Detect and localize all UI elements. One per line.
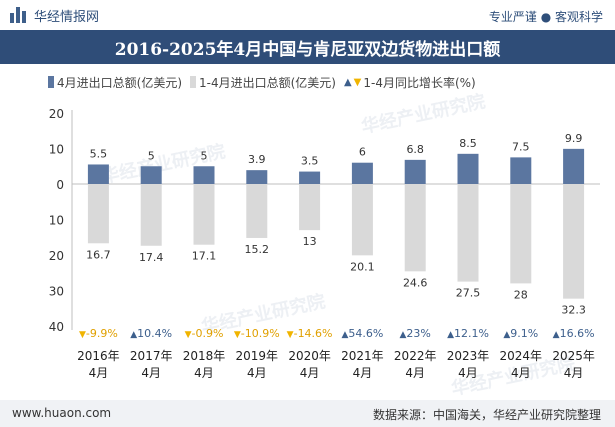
cumulative-bar <box>193 184 215 245</box>
monthly-value-label: 6 <box>359 146 366 159</box>
y-tick-label: 20 <box>49 249 64 263</box>
category-label: 2016年 4月 <box>77 349 120 380</box>
legend-swatch-cumulative <box>190 76 196 88</box>
cumulative-bar <box>563 184 585 299</box>
cumulative-value-label: 27.5 <box>456 287 481 300</box>
category-label: 2020年 4月 <box>288 349 331 380</box>
cumulative-bar <box>457 184 479 282</box>
y-tick-label: 10 <box>49 214 64 228</box>
cumulative-bar <box>510 184 532 284</box>
legend-item-growth: ▲ ▼ 1-4月同比增长率(%) <box>344 74 476 91</box>
category-label: 2025年 4月 <box>552 349 595 380</box>
cumulative-value-label: 28 <box>514 288 528 301</box>
monthly-value-label: 3.5 <box>301 155 319 168</box>
footer-source: 数据来源：中国海关，华经产业研究院整理 <box>372 408 601 422</box>
growth-rate-label: ▼-0.9% <box>185 327 224 340</box>
cumulative-bar <box>87 184 109 244</box>
growth-rate-label: ▲54.6% <box>341 327 383 340</box>
monthly-bar <box>351 162 373 184</box>
category-label: 2022年 4月 <box>394 349 437 380</box>
monthly-bar <box>563 148 585 184</box>
cumulative-value-label: 20.1 <box>350 260 375 273</box>
y-tick-label: 30 <box>49 285 64 299</box>
y-tick-label: 0 <box>56 178 64 192</box>
growth-rate-label: ▲10.4% <box>130 327 172 340</box>
monthly-bar <box>510 157 532 184</box>
y-tick-label: 40 <box>49 320 64 334</box>
cumulative-value-label: 16.7 <box>86 248 111 261</box>
cumulative-value-label: 17.4 <box>139 251 164 264</box>
legend-item-cumulative: 1-4月进出口总额(亿美元) <box>190 74 336 91</box>
category-label: 2023年 4月 <box>447 349 490 380</box>
monthly-bar <box>457 153 479 184</box>
top-bar: 华经情报网 专业严谨 ● 客观科学 <box>0 0 615 30</box>
slogan: 专业严谨 ● 客观科学 <box>488 10 603 24</box>
logo-text: 华经情报网 <box>34 9 100 25</box>
cumulative-bar <box>351 184 373 256</box>
monthly-bar <box>404 159 426 184</box>
category-label: 2018年 4月 <box>183 349 226 380</box>
title-bar: 2016-2025年4月中国与肯尼亚双边货物进出口额 <box>0 30 615 64</box>
category-label: 2017年 4月 <box>130 349 173 380</box>
cumulative-bar <box>299 184 321 231</box>
cumulative-value-label: 15.2 <box>245 243 270 256</box>
monthly-bar <box>246 170 268 184</box>
footer-url: www.huaon.com <box>12 406 112 420</box>
legend-label-growth: 1-4月同比增长率(%) <box>363 75 476 90</box>
growth-rate-label: ▲12.1% <box>447 327 489 340</box>
growth-rate-label: ▲16.6% <box>553 327 595 340</box>
cumulative-value-label: 24.6 <box>403 276 428 289</box>
growth-rate-label: ▲9.1% <box>503 327 538 340</box>
category-label: 2024年 4月 <box>500 349 543 380</box>
category-label: 2019年 4月 <box>236 349 279 380</box>
cumulative-bar <box>140 184 162 246</box>
cumulative-value-label: 13 <box>303 235 317 248</box>
growth-rate-label: ▼-10.9% <box>234 327 280 340</box>
monthly-value-label: 6.8 <box>406 143 424 156</box>
monthly-bar <box>299 171 321 184</box>
cumulative-value-label: 32.3 <box>561 304 586 317</box>
monthly-value-label: 7.5 <box>512 140 530 153</box>
category-label: 2021年 4月 <box>341 349 384 380</box>
cumulative-bar <box>404 184 426 272</box>
legend-swatch-monthly <box>48 76 54 88</box>
legend-label-cumulative: 1-4月进出口总额(亿美元) <box>199 75 336 90</box>
bar-chart-icon <box>10 7 28 23</box>
legend-label-monthly: 4月进出口总额(亿美元) <box>57 75 182 90</box>
cumulative-value-label: 17.1 <box>192 250 217 263</box>
chart-title: 2016-2025年4月中国与肯尼亚双边货物进出口额 <box>114 39 501 60</box>
monthly-value-label: 8.5 <box>459 137 477 150</box>
growth-rate-label: ▲23% <box>400 327 431 340</box>
chart-canvas: 20 10 0 10 20 30 40 16.7 5.5 ▼-9.9% 2016年 4月 17.4 5 ▲1… <box>49 107 600 380</box>
legend: 4月进出口总额(亿美元) 1-4月进出口总额(亿美元) ▲ ▼ 1-4月同比增长… <box>0 72 615 92</box>
up-triangle-icon: ▲ <box>343 76 352 88</box>
logo: 华经情报网 <box>10 6 100 25</box>
monthly-bar <box>140 166 162 184</box>
y-tick-label: 10 <box>49 143 64 157</box>
monthly-value-label: 3.9 <box>248 153 266 166</box>
down-triangle-icon: ▼ <box>353 76 362 88</box>
monthly-value-label: 9.9 <box>565 132 583 145</box>
cumulative-bar <box>246 184 268 238</box>
monthly-bar <box>193 166 215 184</box>
growth-rate-label: ▼-9.9% <box>79 327 118 340</box>
y-tick-label: 20 <box>49 107 64 121</box>
legend-item-monthly: 4月进出口总额(亿美元) <box>48 74 182 91</box>
footer: www.huaon.com 数据来源：中国海关，华经产业研究院整理 <box>0 400 615 427</box>
monthly-value-label: 5 <box>201 149 208 162</box>
monthly-value-label: 5 <box>148 149 155 162</box>
monthly-bar <box>87 164 109 184</box>
monthly-value-label: 5.5 <box>90 147 108 160</box>
growth-rate-label: ▼-14.6% <box>287 327 333 340</box>
